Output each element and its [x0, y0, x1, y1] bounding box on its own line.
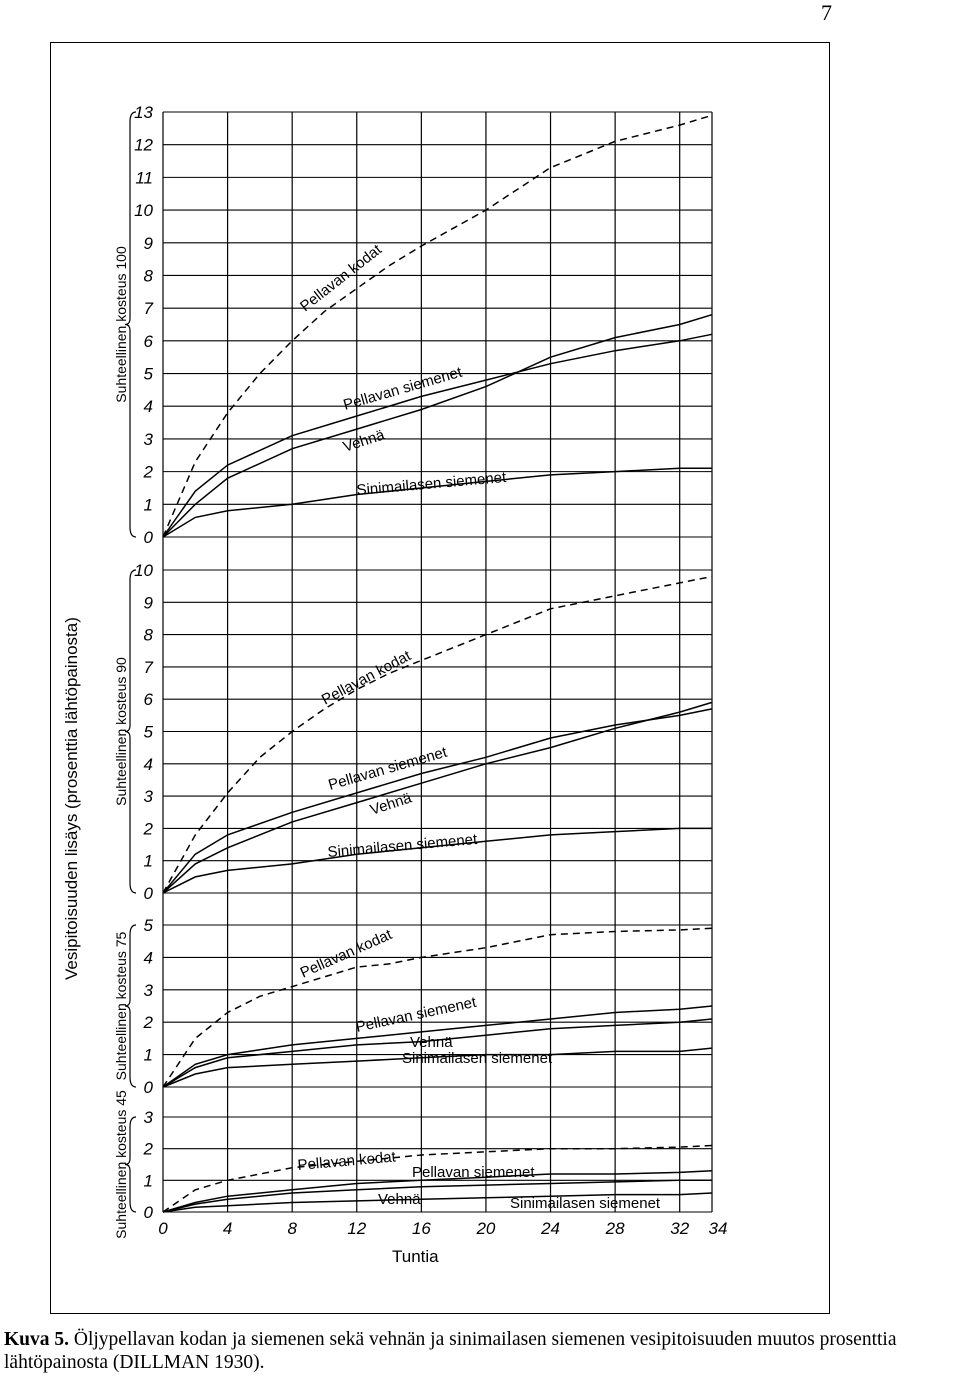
series-label: Vehnä: [378, 1191, 421, 1208]
panel-label: Suhteellinen kosteus 100: [113, 246, 129, 403]
figure-caption: Kuva 5. Öljypellavan kodan ja siemenen s…: [4, 1328, 954, 1374]
panel-2: 0 1 2 3 4 5 Suhteellinen kosteus 75 Pellavan ko…: [113, 916, 713, 1097]
series-line-sinimailasen-siemenet: [162, 467, 712, 538]
y-tick-label: 3: [144, 981, 154, 1000]
x-tick-label-16: 16: [412, 1219, 431, 1238]
series-line-vehn-: [162, 313, 713, 538]
y-tick-label: 7: [144, 658, 154, 677]
caption-label: Kuva 5.: [4, 1329, 70, 1350]
y-tick-label: 13: [134, 103, 153, 122]
series-label: Pellavan kodat: [298, 926, 396, 982]
x-tick-label-12: 12: [347, 1219, 366, 1238]
y-tick-label: 0: [144, 528, 154, 547]
y-tick-label: 2: [143, 1140, 154, 1159]
panel-label: Suhteellinen kosteus 45: [113, 1090, 129, 1239]
series-label: Vehnä: [410, 1034, 453, 1051]
y-tick-label: 10: [134, 561, 153, 580]
panel-label: Suhteellinen kosteus 75: [113, 931, 129, 1080]
series-label: Sinimailasen siemenet: [510, 1195, 661, 1212]
series-label: Vehnä: [341, 426, 387, 456]
series-line-pellavan-siemenet: [162, 1170, 713, 1213]
series-line-pellavan-siemenet: [162, 1005, 713, 1088]
y-tick-label: 8: [144, 626, 154, 645]
panel-1: 0 1 2 3 4 5 6 7 8 9 10 Suhteellinen kosteus 90 Pella…: [113, 561, 713, 903]
caption-text: Öljypellavan kodan ja siemenen sekä vehn…: [4, 1329, 897, 1373]
series-line-pellavan-kodat: [162, 927, 713, 1088]
y-tick-label: 11: [135, 168, 153, 187]
y-tick-label: 2: [143, 819, 154, 838]
x-tick-label-32: 32: [670, 1219, 689, 1238]
series-line-pellavan-kodat: [162, 575, 713, 894]
panel-brace: [124, 111, 137, 538]
y-tick-label: 9: [144, 593, 154, 612]
y-tick-label: 5: [144, 723, 154, 742]
y-tick-label: 6: [144, 332, 154, 351]
y-tick-label: 3: [144, 787, 154, 806]
panel-brace: [124, 924, 137, 1088]
y-tick-label: 1: [144, 1171, 153, 1190]
series-label: Sinimailasen siemenet: [327, 831, 479, 861]
y-tick-label: 5: [144, 916, 154, 935]
series-line-vehn-: [162, 1018, 713, 1088]
y-tick-label: 12: [134, 136, 153, 155]
series-label: Vehnä: [368, 789, 414, 819]
x-axis-title: Tuntia: [392, 1247, 439, 1266]
series-line-pellavan-siemenet: [162, 333, 713, 538]
series-line-vehn-: [162, 701, 713, 894]
series-label: Pellavan siemenet: [354, 994, 478, 1036]
panel-brace: [124, 569, 137, 894]
series-label: Pellavan kodat: [297, 1148, 397, 1174]
x-tick-label-24: 24: [540, 1219, 560, 1238]
series-line-sinimailasen-siemenet: [162, 1047, 713, 1088]
series-label: Pellavan siemenet: [326, 743, 449, 793]
y-axis-title: Vesipitoisuuden lisäys (prosenttia lähtö…: [62, 617, 81, 980]
y-tick-label: 0: [144, 1203, 154, 1222]
x-tick-label-20: 20: [475, 1219, 495, 1238]
series-line-vehn-: [162, 1179, 712, 1213]
panel-label: Suhteellinen kosteus 90: [113, 657, 129, 806]
y-tick-label: 4: [144, 755, 153, 774]
y-tick-label: 4: [144, 948, 153, 967]
series-line-pellavan-siemenet: [162, 708, 713, 894]
y-tick-label: 9: [144, 234, 154, 253]
y-tick-label: 1: [144, 1046, 153, 1065]
series-label: Sinimailasen siemenet: [356, 469, 508, 499]
y-tick-label: 3: [144, 430, 154, 449]
x-tick-label-0: 0: [158, 1219, 168, 1238]
figure-frame: [50, 42, 830, 1314]
y-tick-label: 0: [144, 1078, 154, 1097]
y-tick-label: 8: [144, 266, 154, 285]
page-number: 7: [821, 0, 832, 25]
y-tick-label: 5: [144, 365, 154, 384]
x-tick-label-34: 34: [709, 1219, 728, 1238]
y-tick-label: 1: [144, 495, 153, 514]
y-tick-label: 2: [143, 1013, 154, 1032]
y-tick-label: 7: [144, 299, 154, 318]
series-line-sinimailasen-siemenet: [162, 827, 712, 894]
x-tick-label-8: 8: [287, 1219, 297, 1238]
x-tick-label-28: 28: [605, 1219, 625, 1238]
series-label: Sinimailasen siemenet: [402, 1050, 553, 1067]
series-line-sinimailasen-siemenet: [162, 1192, 713, 1213]
y-tick-label: 2: [143, 463, 154, 482]
series-line-pellavan-kodat: [162, 1144, 713, 1213]
series-line-pellavan-kodat: [162, 114, 713, 538]
y-tick-label: 4: [144, 397, 153, 416]
y-tick-label: 0: [144, 884, 154, 903]
x-tick-label-4: 4: [223, 1219, 232, 1238]
y-tick-label: 1: [144, 852, 153, 871]
panel-brace: [124, 1116, 137, 1213]
y-tick-label: 3: [144, 1108, 154, 1127]
series-label: Pellavan siemenet: [412, 1164, 535, 1181]
y-tick-label: 6: [144, 690, 154, 709]
y-tick-label: 10: [134, 201, 153, 220]
